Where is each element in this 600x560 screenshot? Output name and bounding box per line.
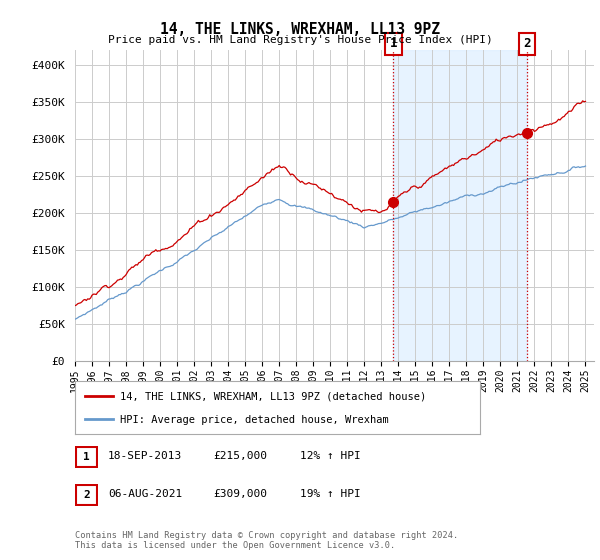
Text: 12% ↑ HPI: 12% ↑ HPI <box>300 451 361 461</box>
Text: £309,000: £309,000 <box>213 489 267 500</box>
Text: 2: 2 <box>524 38 531 50</box>
Text: Contains HM Land Registry data © Crown copyright and database right 2024.
This d: Contains HM Land Registry data © Crown c… <box>75 530 458 550</box>
Text: 1: 1 <box>389 38 397 50</box>
FancyBboxPatch shape <box>76 486 97 505</box>
Text: 06-AUG-2021: 06-AUG-2021 <box>108 489 182 500</box>
Text: HPI: Average price, detached house, Wrexham: HPI: Average price, detached house, Wrex… <box>119 415 388 425</box>
Bar <box>394 50 527 361</box>
FancyBboxPatch shape <box>76 447 97 466</box>
Text: 14, THE LINKS, WREXHAM, LL13 9PZ: 14, THE LINKS, WREXHAM, LL13 9PZ <box>160 22 440 38</box>
Text: 2: 2 <box>83 490 90 500</box>
Text: 1: 1 <box>83 452 90 462</box>
Text: 18-SEP-2013: 18-SEP-2013 <box>108 451 182 461</box>
Text: Price paid vs. HM Land Registry's House Price Index (HPI): Price paid vs. HM Land Registry's House … <box>107 35 493 45</box>
Text: £215,000: £215,000 <box>213 451 267 461</box>
Text: 19% ↑ HPI: 19% ↑ HPI <box>300 489 361 500</box>
Text: 14, THE LINKS, WREXHAM, LL13 9PZ (detached house): 14, THE LINKS, WREXHAM, LL13 9PZ (detach… <box>119 392 426 402</box>
